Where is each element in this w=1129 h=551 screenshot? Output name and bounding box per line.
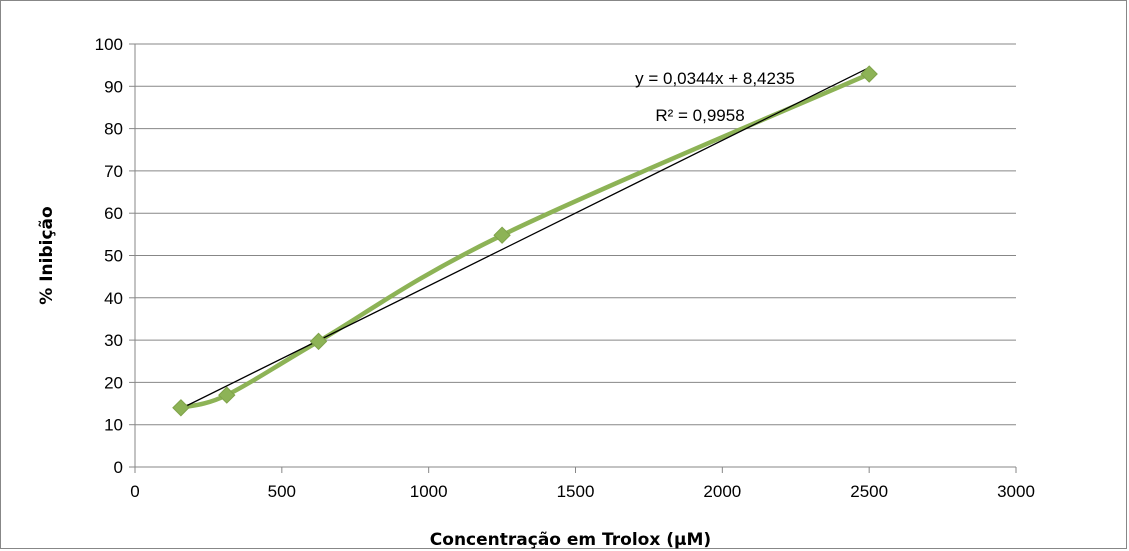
x-tick-labels: 0 500 1000 1500 2000 2500 3000: [130, 482, 1035, 501]
trendline: [180, 67, 870, 410]
y-tick-label-50: 50: [104, 247, 123, 266]
y-tick-label-0: 0: [114, 458, 123, 477]
y-tick-labels: 0 10 20 30 40 50 60 70 80 90 100: [95, 35, 123, 477]
x-axis-title: Concentração em Trolox (µM): [430, 530, 711, 550]
trendline-equation: y = 0,0344x + 8,4235: [635, 69, 795, 88]
data-point-1: [218, 386, 236, 404]
x-tick-label-1500: 1500: [557, 482, 595, 501]
y-tick-label-90: 90: [104, 77, 123, 96]
y-tick-label-30: 30: [104, 331, 123, 350]
x-tick-label-500: 500: [268, 482, 296, 501]
y-tick-label-20: 20: [104, 373, 123, 392]
x-tick-label-1000: 1000: [410, 482, 448, 501]
y-axis-title: % Inibição: [37, 206, 57, 304]
data-markers: [172, 65, 878, 417]
x-tick-label-3000: 3000: [997, 482, 1035, 501]
x-tick-label-2000: 2000: [703, 482, 741, 501]
axes: [129, 43, 1017, 473]
y-tick-label-100: 100: [95, 35, 123, 54]
x-tick-label-2500: 2500: [850, 482, 888, 501]
y-tick-label-70: 70: [104, 162, 123, 181]
y-tick-label-80: 80: [104, 120, 123, 139]
y-tick-label-60: 60: [104, 204, 123, 223]
data-point-4: [860, 65, 878, 83]
data-point-0: [172, 399, 190, 417]
data-point-3: [493, 226, 511, 244]
data-point-2: [309, 332, 328, 351]
gridlines: [135, 43, 1016, 426]
trendline-line: [180, 67, 870, 410]
y-tick-label-40: 40: [104, 289, 123, 308]
x-tick-label-0: 0: [130, 482, 139, 501]
y-tick-label-10: 10: [104, 416, 123, 435]
trendline-r-squared: R² = 0,9958: [655, 106, 744, 125]
